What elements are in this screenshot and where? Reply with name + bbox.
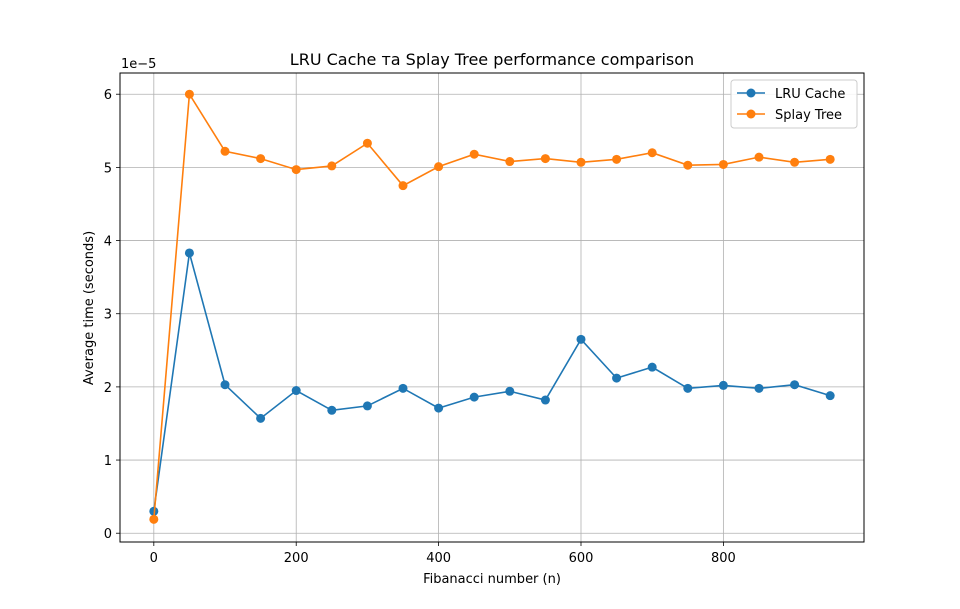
y-tick-label: 3 xyxy=(104,308,112,323)
x-axis-title: Fibanacci number (n) xyxy=(423,572,561,587)
x-tick-label: 0 xyxy=(150,551,158,566)
series-group xyxy=(149,89,835,524)
y-tick-label: 5 xyxy=(104,161,112,176)
data-point xyxy=(576,157,586,167)
data-point xyxy=(825,154,835,164)
legend-marker-splay-tree xyxy=(746,109,756,119)
data-point xyxy=(576,334,586,344)
y-tick-label: 1 xyxy=(104,454,112,469)
y-tick-label: 0 xyxy=(104,527,112,542)
data-point xyxy=(469,392,479,402)
data-point xyxy=(220,146,230,156)
legend-marker-lru-cache xyxy=(746,88,756,98)
data-point xyxy=(184,89,194,99)
data-point xyxy=(683,383,693,393)
series-lru-cache xyxy=(149,248,835,516)
data-point xyxy=(220,380,230,390)
data-point xyxy=(790,157,800,167)
data-point xyxy=(398,181,408,191)
data-point xyxy=(291,165,301,175)
x-tick-label: 800 xyxy=(711,551,736,566)
series-splay-tree xyxy=(149,89,835,524)
chart-title: LRU Cache та Splay Tree performance comp… xyxy=(290,50,694,69)
data-point xyxy=(291,386,301,396)
series-line-splay-tree xyxy=(153,91,831,520)
data-point xyxy=(647,362,657,372)
x-tick-label: 200 xyxy=(284,551,309,566)
legend-label-splay-tree: Splay Tree xyxy=(775,108,842,123)
legend: LRU Cache Splay Tree xyxy=(730,79,858,129)
legend-label-lru-cache: LRU Cache xyxy=(775,87,845,102)
data-point xyxy=(469,149,479,159)
y-axis-title: Average time (seconds) xyxy=(82,231,97,385)
data-point xyxy=(825,391,835,401)
data-point xyxy=(718,380,728,390)
data-point xyxy=(184,248,194,258)
data-point xyxy=(398,383,408,393)
data-point xyxy=(683,160,693,170)
plot-area-frame xyxy=(119,72,865,543)
data-point xyxy=(612,373,622,383)
y-tick-label: 4 xyxy=(104,235,112,250)
data-point xyxy=(505,157,515,167)
data-point xyxy=(362,138,372,148)
data-point xyxy=(327,405,337,415)
legend-box xyxy=(730,79,858,129)
data-point xyxy=(256,154,266,164)
y-axis-offset-label: 1e−5 xyxy=(121,57,156,72)
data-point xyxy=(256,413,266,423)
data-point xyxy=(612,154,622,164)
grid xyxy=(120,73,864,542)
data-point xyxy=(754,383,764,393)
data-point xyxy=(434,162,444,172)
series-line-lru-cache xyxy=(153,252,831,512)
data-point xyxy=(327,161,337,171)
x-tick-label: 400 xyxy=(426,551,451,566)
data-point xyxy=(540,395,550,405)
y-tick-label: 6 xyxy=(104,88,112,103)
data-point xyxy=(505,386,515,396)
data-point xyxy=(362,401,372,411)
y-tick-label: 2 xyxy=(104,381,112,396)
axis-ticks: 0 200 400 600 800 0 1 2 3 4 5 6 xyxy=(104,88,736,566)
data-point xyxy=(718,159,728,169)
data-point xyxy=(754,152,764,162)
data-point xyxy=(149,514,159,524)
data-point xyxy=(540,154,550,164)
data-point xyxy=(434,403,444,413)
x-tick-label: 600 xyxy=(569,551,594,566)
data-point xyxy=(790,380,800,390)
data-point xyxy=(647,148,657,158)
